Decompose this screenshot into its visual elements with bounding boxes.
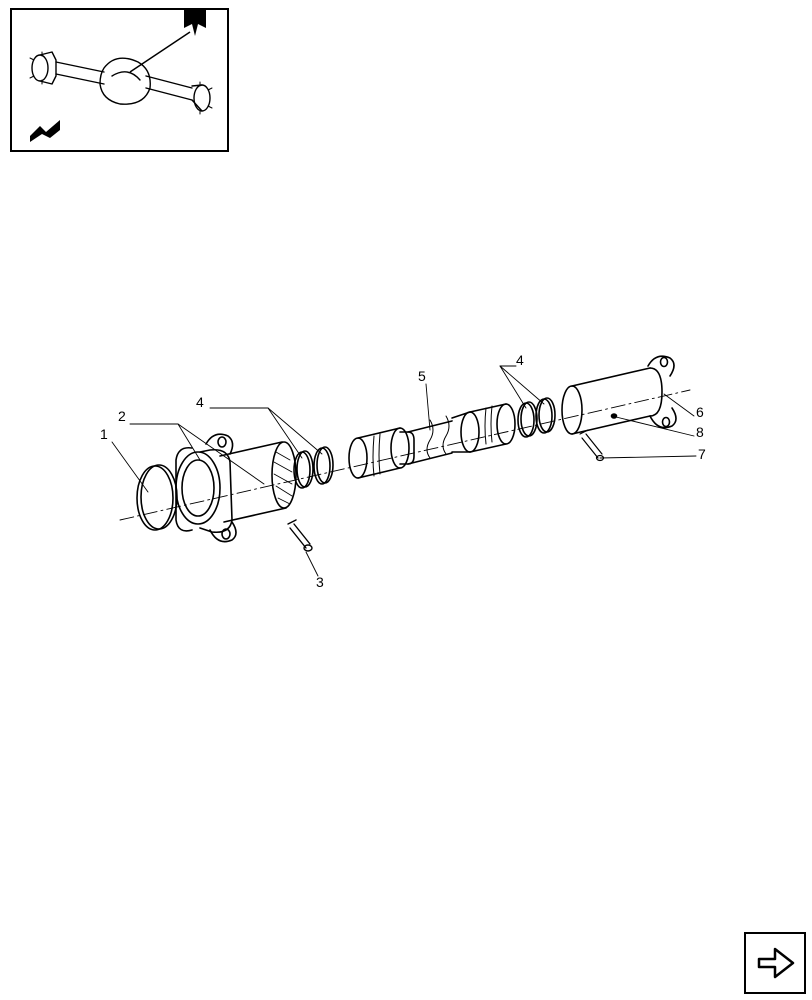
part-inner-o-ring-rear-b bbox=[536, 398, 555, 433]
page-stage: 1 2 3 4 4 5 6 7 8 bbox=[0, 0, 812, 1000]
callout-5: 5 bbox=[418, 368, 426, 384]
part-inner-o-ring-front-b bbox=[314, 447, 333, 484]
part-inner-o-ring-front-a bbox=[294, 451, 313, 488]
callout-4-left: 4 bbox=[196, 394, 204, 410]
callout-7: 7 bbox=[698, 446, 706, 462]
callout-6: 6 bbox=[696, 404, 704, 420]
part-pivot-pin bbox=[349, 404, 515, 478]
part-grease-fitting-rear bbox=[580, 430, 604, 461]
part-grease-fitting-front bbox=[288, 520, 312, 551]
part-inner-o-ring-rear-a bbox=[518, 402, 537, 437]
next-page-arrow-icon bbox=[753, 941, 797, 985]
part-outer-o-ring bbox=[137, 465, 177, 530]
callout-1: 1 bbox=[100, 426, 108, 442]
callout-2: 2 bbox=[118, 408, 126, 424]
part-rear-trunnion-cap bbox=[562, 356, 676, 434]
callout-3: 3 bbox=[316, 574, 324, 590]
next-page-arrow-box[interactable] bbox=[744, 932, 806, 994]
callout-4-right: 4 bbox=[516, 352, 524, 368]
main-exploded-diagram bbox=[0, 0, 812, 1000]
callout-8: 8 bbox=[696, 424, 704, 440]
